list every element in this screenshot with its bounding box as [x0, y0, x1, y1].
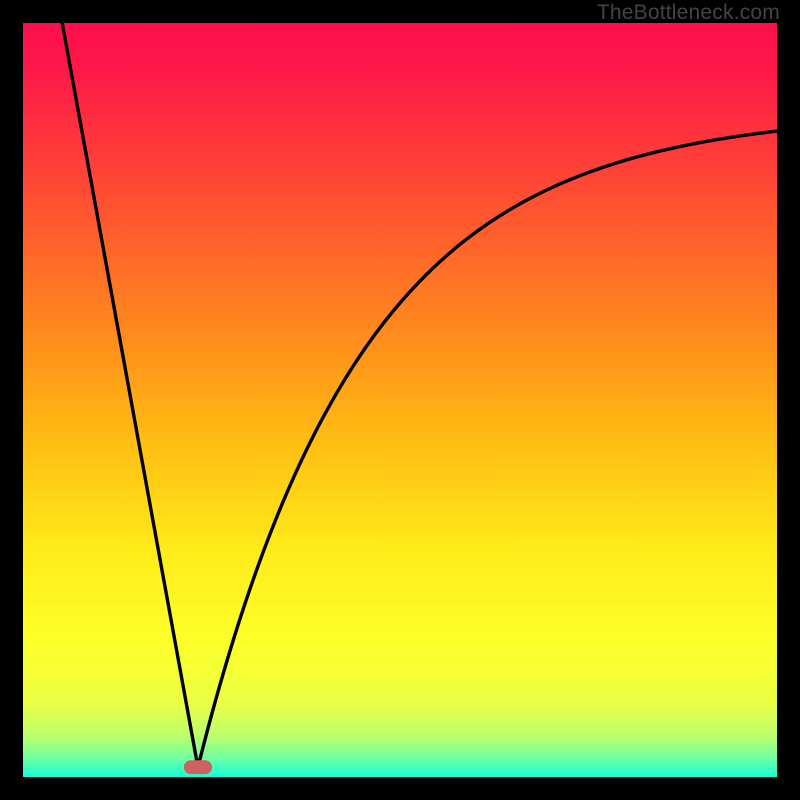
plot-area	[23, 23, 777, 777]
chart-container: TheBottleneck.com	[0, 0, 800, 800]
watermark-text: TheBottleneck.com	[597, 1, 780, 25]
chart-svg	[0, 0, 800, 800]
min-marker	[184, 761, 211, 774]
